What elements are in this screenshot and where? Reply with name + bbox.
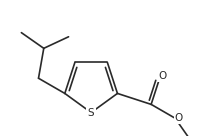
Text: O: O bbox=[174, 113, 183, 123]
Text: S: S bbox=[88, 108, 94, 118]
Text: O: O bbox=[158, 71, 167, 81]
